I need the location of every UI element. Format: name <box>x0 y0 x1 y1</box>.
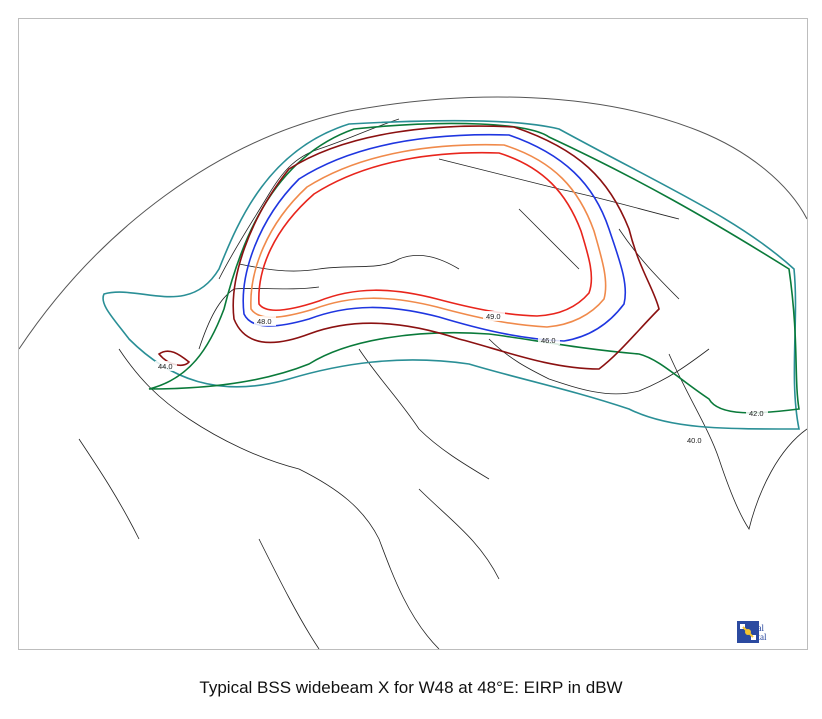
figure-caption: Typical BSS widebeam X for W48 at 48°E: … <box>199 678 623 697</box>
contour-40 <box>102 119 800 430</box>
contour-label-42: 42.0 <box>749 409 764 418</box>
contour-42 <box>148 122 800 414</box>
contour-48 <box>250 143 607 328</box>
coastlines <box>78 118 807 649</box>
satellite-icon <box>737 621 759 643</box>
label-40: 40.0 <box>684 435 706 445</box>
contour-label-49: 49.0 <box>486 312 501 321</box>
label-48: 48.0 <box>254 316 276 326</box>
contour-label-48: 48.0 <box>257 317 272 326</box>
contour-label-46: 46.0 <box>541 336 556 345</box>
contour-labels: 49.0 48.0 46.0 44.0 42.0 40.0 <box>155 311 768 445</box>
contour-44 <box>232 125 660 370</box>
eirp-contours <box>102 119 800 430</box>
map-svg: 49.0 48.0 46.0 44.0 42.0 40.0 <box>19 96 807 649</box>
visual-orbital-logo: Visual Orbital <box>737 621 801 645</box>
label-49: 49.0 <box>483 311 505 321</box>
contour-46 <box>242 133 627 342</box>
label-44: 44.0 <box>155 361 177 371</box>
label-42: 42.0 <box>746 408 768 418</box>
contour-label-44: 44.0 <box>158 362 173 371</box>
contour-label-40: 40.0 <box>687 436 702 445</box>
contour-49 <box>258 151 593 317</box>
label-46: 46.0 <box>538 335 560 345</box>
coverage-map: 49.0 48.0 46.0 44.0 42.0 40.0 <box>18 18 808 650</box>
globe-outline <box>19 96 807 350</box>
